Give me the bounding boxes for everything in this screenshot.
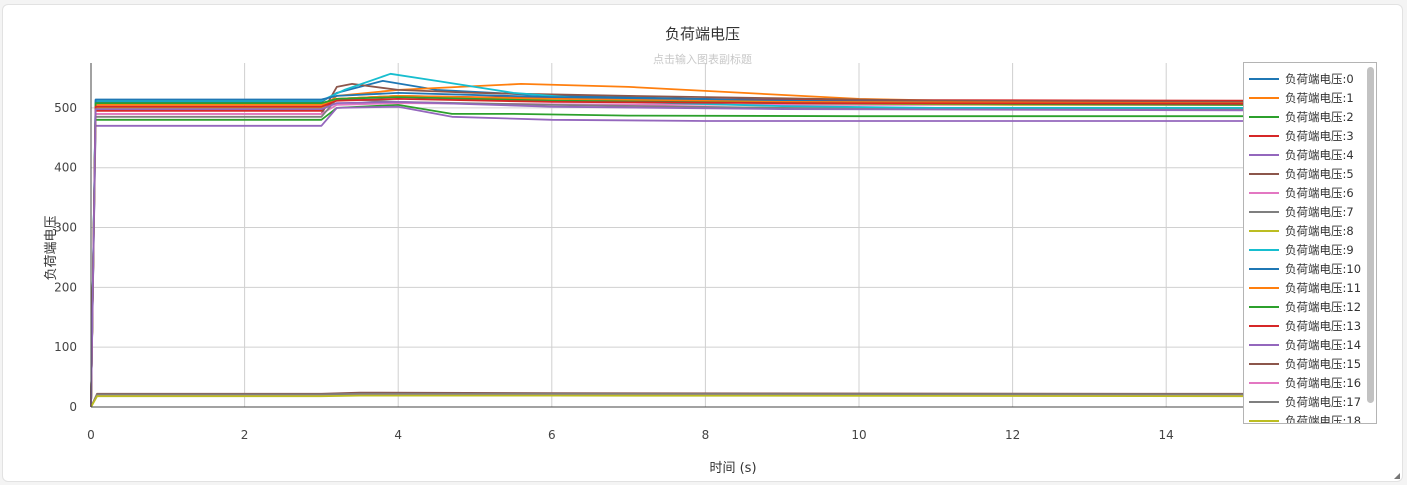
legend-swatch <box>1249 267 1279 270</box>
series-line-10 <box>90 92 1243 408</box>
x-tick-label: 12 <box>1005 428 1020 442</box>
series-line-2 <box>90 104 1243 408</box>
series-line-14 <box>90 101 1244 408</box>
legend-item[interactable]: 负荷端电压:4 <box>1244 145 1368 164</box>
line-chart: 0 2 4 6 8 10 12 14 0 100 200 300 400 500 时间 (s) 负荷端电压 <box>44 63 1244 476</box>
series-line-18 <box>90 394 1244 408</box>
legend-swatch <box>1249 305 1279 308</box>
series-line-7 <box>90 98 1243 408</box>
legend-label: 负荷端电压:11 <box>1285 280 1362 295</box>
legend-label: 负荷端电压:5 <box>1285 166 1354 181</box>
legend-swatch <box>1249 343 1279 346</box>
series-line-1 <box>90 83 1243 408</box>
legend-label: 负荷端电压:4 <box>1285 147 1354 162</box>
legend-label: 负荷端电压:14 <box>1285 337 1362 352</box>
x-tick-label: 10 <box>851 428 866 442</box>
series-line-9 <box>90 72 1243 408</box>
series-line-5 <box>90 83 1244 408</box>
legend-label: 负荷端电压:9 <box>1285 242 1354 257</box>
series-line-13 <box>90 98 1244 408</box>
legend-item[interactable]: 负荷端电压:10 <box>1244 259 1368 278</box>
x-tick-label: 0 <box>87 428 95 442</box>
chart-title: 负荷端电压 <box>664 25 740 43</box>
x-tick-label: 4 <box>394 428 402 442</box>
legend-swatch <box>1249 381 1279 384</box>
legend-label: 负荷端电压:6 <box>1285 185 1354 200</box>
series-line-3 <box>90 95 1244 408</box>
legend-label: 负荷端电压:12 <box>1285 299 1362 314</box>
x-tick-label: 8 <box>702 428 710 442</box>
legend-label: 负荷端电压:7 <box>1285 204 1354 219</box>
legend-swatch <box>1249 324 1279 327</box>
legend-item[interactable]: 负荷端电压:11 <box>1244 278 1368 297</box>
legend-label: 负荷端电压:8 <box>1285 223 1354 238</box>
legend-swatch <box>1249 229 1279 232</box>
series-lines <box>90 72 1244 408</box>
legend-item[interactable]: 负荷端电压:9 <box>1244 240 1368 259</box>
series-line-8 <box>90 95 1243 408</box>
x-tick-label: 2 <box>241 428 249 442</box>
legend-label: 负荷端电压:3 <box>1285 128 1354 143</box>
legend-label: 负荷端电压:1 <box>1285 90 1354 105</box>
legend-swatch <box>1249 191 1279 194</box>
legend-item[interactable]: 负荷端电压:2 <box>1244 107 1368 126</box>
legend-label: 负荷端电压:15 <box>1285 356 1362 371</box>
legend-swatch <box>1249 210 1279 213</box>
legend-swatch <box>1249 115 1279 118</box>
legend-swatch <box>1249 172 1279 175</box>
chart-card: 0 2 4 6 8 10 12 14 0 100 200 300 400 500 时间 (s) 负荷端电压… <box>2 4 1403 482</box>
legend-scrollbar[interactable] <box>1367 67 1374 403</box>
x-tick-label: 6 <box>548 428 556 442</box>
legend-label: 负荷端电压:16 <box>1285 375 1362 390</box>
legend-item[interactable]: 负荷端电压:13 <box>1244 316 1368 335</box>
legend-swatch <box>1249 400 1279 403</box>
legend-item[interactable]: 负荷端电压:5 <box>1244 164 1368 183</box>
chart-subtitle-input[interactable]: 点击输入图表副标题 <box>653 53 752 66</box>
y-axis-title: 负荷端电压 <box>44 215 59 280</box>
legend-item[interactable]: 负荷端电压:7 <box>1244 202 1368 221</box>
legend-swatch <box>1249 153 1279 156</box>
legend-swatch <box>1249 96 1279 99</box>
axes: 0 2 4 6 8 10 12 14 0 100 200 300 400 500 <box>54 63 1243 442</box>
legend-label: 负荷端电压:13 <box>1285 318 1362 333</box>
legend-list: 负荷端电压:0 负荷端电压:1 负荷端电压:2 负荷端电压:3 负荷端电压:4 负荷端电压… <box>1244 69 1368 424</box>
legend-swatch <box>1249 419 1279 422</box>
series-line-4 <box>90 105 1243 408</box>
legend-item[interactable]: 负荷端电压:12 <box>1244 297 1368 316</box>
legend-label: 负荷端电压:2 <box>1285 109 1354 124</box>
y-tick-label: 0 <box>69 400 77 414</box>
legend[interactable]: 负荷端电压:0 负荷端电压:1 负荷端电压:2 负荷端电压:3 负荷端电压:4 负荷端电压… <box>1243 62 1377 424</box>
y-tick-label: 300 <box>54 221 77 235</box>
legend-item[interactable]: 负荷端电压:6 <box>1244 183 1368 202</box>
series-line-11 <box>90 95 1244 408</box>
legend-label: 负荷端电压:17 <box>1285 394 1362 409</box>
y-tick-label: 500 <box>54 101 77 115</box>
legend-swatch <box>1249 362 1279 365</box>
legend-swatch <box>1249 286 1279 289</box>
legend-item[interactable]: 负荷端电压:8 <box>1244 221 1368 240</box>
legend-item[interactable]: 负荷端电压:18 <box>1244 411 1368 424</box>
x-axis-title: 时间 (s) <box>709 461 756 476</box>
series-line-6 <box>90 102 1243 408</box>
legend-item[interactable]: 负荷端电压:3 <box>1244 126 1368 145</box>
series-line-0 <box>90 80 1243 408</box>
legend-item[interactable]: 负荷端电压:17 <box>1244 392 1368 411</box>
legend-label: 负荷端电压:0 <box>1285 71 1354 86</box>
legend-swatch <box>1249 77 1279 80</box>
legend-swatch <box>1249 248 1279 251</box>
legend-item[interactable]: 负荷端电压:15 <box>1244 354 1368 373</box>
legend-item[interactable]: 负荷端电压:0 <box>1244 69 1368 88</box>
x-tick-label: 14 <box>1159 428 1174 442</box>
legend-item[interactable]: 负荷端电压:14 <box>1244 335 1368 354</box>
legend-swatch <box>1249 134 1279 137</box>
y-tick-label: 400 <box>54 161 77 175</box>
resize-handle-icon[interactable] <box>1394 473 1400 479</box>
legend-item[interactable]: 负荷端电压:16 <box>1244 373 1368 392</box>
legend-item[interactable]: 负荷端电压:1 <box>1244 88 1368 107</box>
legend-label: 负荷端电压:18 <box>1285 413 1362 424</box>
legend-label: 负荷端电压:10 <box>1285 261 1362 276</box>
y-tick-label: 100 <box>54 340 77 354</box>
y-tick-label: 200 <box>54 280 77 294</box>
series-line-12 <box>90 96 1244 408</box>
